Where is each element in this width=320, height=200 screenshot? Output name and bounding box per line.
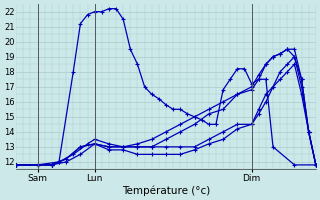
X-axis label: Température (°c): Température (°c) xyxy=(122,185,210,196)
